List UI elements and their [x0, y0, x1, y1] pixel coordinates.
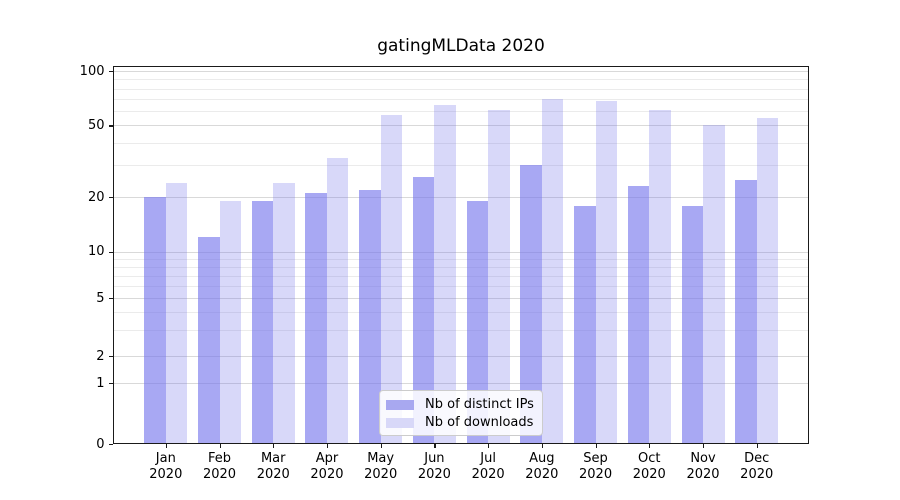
legend-label-downloads: Nb of downloads [425, 415, 534, 430]
x-tick-sep [595, 444, 597, 448]
bar-distinct-ips-oct [627, 186, 650, 444]
x-tick-nov [703, 444, 705, 448]
major-gridline-1 [113, 383, 809, 384]
x-tick-aug [541, 444, 544, 448]
legend-label-distinct-ips: Nb of distinct IPs [425, 397, 534, 412]
y-tick-100 [108, 71, 113, 73]
major-gridline-10 [113, 251, 809, 253]
bar-downloads-feb [219, 201, 242, 444]
major-gridline-20 [113, 197, 809, 199]
y-tick-0 [108, 444, 113, 446]
major-gridline-2 [113, 356, 809, 357]
y-tick-label-100: 100 [79, 63, 105, 79]
minor-gridline-30 [113, 165, 809, 167]
bar-downloads-jul [488, 109, 510, 444]
x-tick-label-jan: Jan 2020 [149, 451, 183, 482]
x-tick-label-may: May 2020 [364, 451, 398, 482]
bar-distinct-ips-jan [144, 197, 166, 444]
y-tick-label-0: 0 [96, 436, 105, 452]
bar-downloads-apr [326, 158, 349, 444]
x-tick-label-nov: Nov 2020 [686, 451, 720, 482]
bar-distinct-ips-dec [735, 179, 757, 444]
bar-downloads-jan [165, 182, 188, 444]
bar-downloads-mar [273, 182, 295, 444]
y-tick-50 [108, 125, 113, 127]
y-tick-label-10: 10 [87, 244, 105, 260]
x-tick-label-oct: Oct 2020 [632, 451, 666, 482]
x-tick-jul [488, 444, 490, 448]
chart-title: gatingMLData 2020 [377, 36, 545, 56]
x-tick-label-apr: Apr 2020 [310, 451, 344, 482]
x-tick-label-feb: Feb 2020 [202, 451, 237, 482]
x-tick-jan [165, 444, 167, 448]
major-gridline-5 [113, 298, 809, 299]
x-tick-mar [273, 444, 275, 448]
minor-gridline-4 [113, 312, 809, 314]
x-tick-jun [434, 444, 436, 448]
x-tick-feb [219, 444, 221, 448]
y-tick-5 [108, 298, 113, 300]
x-tick-apr [326, 444, 329, 448]
x-tick-label-dec: Dec 2020 [740, 451, 774, 482]
bar-downloads-oct [649, 109, 671, 444]
minor-gridline-3 [113, 330, 809, 332]
legend-swatch-downloads [386, 418, 414, 428]
bar-downloads-nov [703, 125, 725, 444]
y-tick-2 [108, 356, 113, 358]
x-tick-label-aug: Aug 2020 [525, 451, 559, 482]
bar-distinct-ips-jul [466, 201, 489, 444]
legend: Nb of distinct IPs Nb of downloads [379, 390, 543, 436]
y-tick-label-1: 1 [96, 375, 105, 391]
bar-distinct-ips-feb [198, 237, 220, 444]
y-tick-1 [108, 383, 113, 385]
y-tick-label-2: 2 [96, 348, 105, 364]
x-tick-label-jun: Jun 2020 [417, 451, 451, 482]
bar-distinct-ips-nov [681, 205, 703, 444]
legend-entry-distinct-ips: Nb of distinct IPs [386, 396, 534, 414]
minor-gridline-70 [113, 98, 809, 100]
bar-downloads-sep [595, 101, 618, 444]
legend-entry-downloads: Nb of downloads [386, 414, 534, 432]
bar-distinct-ips-may [359, 189, 381, 444]
y-tick-20 [108, 197, 113, 199]
minor-gridline-8 [113, 266, 809, 268]
bar-downloads-aug [541, 98, 564, 444]
bar-distinct-ips-aug [520, 165, 542, 444]
y-tick-label-50: 50 [87, 117, 105, 133]
bar-distinct-ips-mar [251, 201, 274, 444]
bar-downloads-jun [434, 104, 456, 444]
minor-gridline-80 [113, 88, 809, 90]
x-tick-label-mar: Mar 2020 [256, 451, 290, 482]
x-tick-label-jul: Jul 2020 [471, 451, 505, 482]
x-tick-may [380, 444, 382, 448]
y-tick-label-5: 5 [96, 290, 105, 306]
legend-swatch-distinct-ips [386, 400, 414, 410]
minor-gridline-60 [113, 111, 809, 113]
bar-distinct-ips-sep [574, 205, 596, 444]
bar-distinct-ips-apr [305, 193, 327, 444]
minor-gridline-40 [113, 142, 809, 144]
y-tick-label-20: 20 [87, 189, 105, 205]
bar-distinct-ips-jun [412, 176, 435, 444]
y-tick-10 [108, 251, 113, 253]
bar-downloads-may [380, 115, 403, 444]
minor-gridline-7 [113, 275, 809, 277]
minor-gridline-6 [113, 285, 809, 287]
x-tick-dec [756, 444, 758, 448]
x-tick-oct [649, 444, 651, 448]
major-gridline-100 [113, 71, 809, 72]
x-tick-label-sep: Sep 2020 [579, 451, 613, 482]
major-gridline-50 [113, 125, 809, 127]
minor-gridline-9 [113, 258, 809, 260]
bar-downloads-dec [756, 117, 779, 444]
minor-gridline-90 [113, 79, 809, 81]
